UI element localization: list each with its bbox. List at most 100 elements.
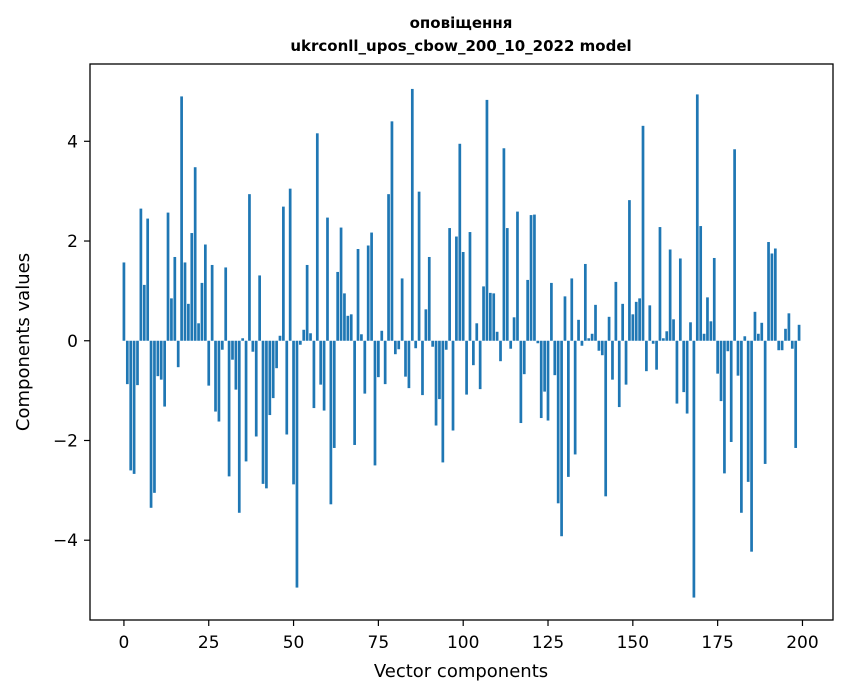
bar (638, 298, 641, 341)
bar (461, 251, 465, 341)
bar (265, 340, 268, 489)
bar (421, 340, 424, 396)
bar (387, 194, 390, 341)
bar (254, 340, 258, 437)
bar (244, 340, 248, 462)
bar (560, 340, 563, 537)
bar (522, 340, 526, 375)
bar (583, 263, 587, 341)
bar (729, 340, 733, 442)
bar (600, 340, 604, 356)
bar (611, 340, 614, 380)
bar (193, 167, 197, 341)
bar (380, 330, 384, 341)
bar (258, 275, 261, 341)
bar (183, 262, 187, 341)
bar (298, 340, 302, 345)
bar (404, 340, 407, 377)
bar (370, 232, 373, 341)
bar (790, 340, 794, 349)
bar (757, 333, 760, 341)
bar (268, 340, 272, 416)
bar (675, 340, 679, 404)
bar (231, 340, 234, 360)
bar (556, 340, 560, 504)
bar (495, 331, 499, 341)
bar (573, 340, 577, 455)
bar (692, 340, 696, 598)
bar (655, 340, 658, 370)
x-axis-ticks: 0 25 50 75 100 125 150 175 200 (119, 620, 819, 653)
y-tick-label: 4 (67, 132, 78, 152)
bar (784, 328, 787, 341)
chart-title-line1: оповіщення (410, 14, 513, 32)
bar (465, 340, 468, 395)
bar (251, 340, 255, 352)
bar (567, 340, 570, 477)
y-tick-label: −4 (53, 531, 78, 551)
bar (397, 340, 401, 350)
bar (448, 228, 451, 341)
bar (336, 271, 340, 341)
bar (319, 340, 323, 385)
bar (746, 340, 750, 482)
bar (441, 340, 445, 463)
bar (685, 340, 689, 414)
bar (597, 340, 601, 351)
bar (624, 340, 628, 385)
bar (488, 292, 492, 341)
bar (153, 340, 156, 493)
x-tick-label: 125 (532, 633, 564, 653)
bar (672, 319, 675, 341)
bar (377, 340, 380, 378)
bar (678, 258, 682, 341)
bar (173, 256, 177, 341)
bar (651, 340, 655, 344)
bar (305, 264, 309, 341)
bar (458, 143, 462, 341)
bar (207, 340, 211, 386)
bar (740, 340, 743, 513)
bar (224, 267, 228, 341)
bar (220, 340, 224, 350)
bar (346, 315, 350, 341)
bar (770, 253, 774, 341)
bar (142, 284, 146, 341)
bar (580, 340, 584, 346)
bar (424, 309, 428, 341)
bar (414, 340, 418, 349)
bar (170, 298, 173, 341)
bar (125, 340, 129, 385)
bar (248, 194, 251, 341)
bar (366, 245, 370, 341)
bar (129, 340, 133, 471)
bar (417, 191, 421, 341)
bar (444, 340, 448, 350)
bar (427, 256, 431, 341)
bar (349, 314, 353, 341)
bar (682, 340, 686, 393)
x-tick-label: 200 (786, 633, 818, 653)
bar (516, 211, 519, 341)
bar (468, 232, 472, 341)
bar (723, 340, 726, 474)
bar (570, 278, 574, 341)
x-tick-label: 150 (617, 633, 649, 653)
bar (438, 340, 441, 400)
bar (519, 340, 523, 424)
bar (329, 340, 333, 505)
bar (288, 188, 292, 341)
bar (431, 340, 435, 347)
bar (505, 228, 509, 341)
bar (563, 296, 567, 341)
bar (733, 149, 736, 341)
bar (617, 340, 621, 408)
bar (241, 338, 245, 341)
bar (716, 340, 719, 374)
x-tick-label: 75 (368, 633, 390, 653)
bar (434, 340, 438, 426)
bar (309, 333, 312, 341)
bar (645, 340, 648, 372)
bar (794, 340, 798, 448)
